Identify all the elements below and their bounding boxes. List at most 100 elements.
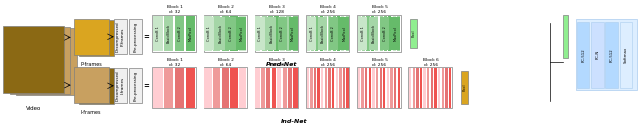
FancyBboxPatch shape <box>152 67 196 108</box>
FancyBboxPatch shape <box>339 68 342 108</box>
FancyBboxPatch shape <box>324 16 327 51</box>
Text: MaxPool: MaxPool <box>342 26 346 41</box>
FancyBboxPatch shape <box>620 22 632 88</box>
FancyBboxPatch shape <box>114 19 127 54</box>
FancyBboxPatch shape <box>255 15 298 52</box>
FancyBboxPatch shape <box>129 19 142 54</box>
FancyBboxPatch shape <box>358 16 361 51</box>
Text: Pred-Net: Pred-Net <box>266 62 298 67</box>
FancyBboxPatch shape <box>262 16 266 51</box>
FancyBboxPatch shape <box>367 16 369 51</box>
FancyBboxPatch shape <box>410 19 417 48</box>
Text: =: = <box>143 83 149 89</box>
FancyBboxPatch shape <box>324 68 327 108</box>
FancyBboxPatch shape <box>256 17 265 50</box>
FancyBboxPatch shape <box>445 68 447 108</box>
Text: Block 4
d: 256: Block 4 d: 256 <box>321 5 336 14</box>
FancyBboxPatch shape <box>316 16 318 51</box>
FancyBboxPatch shape <box>255 67 298 108</box>
FancyBboxPatch shape <box>321 68 323 108</box>
FancyBboxPatch shape <box>420 68 422 108</box>
FancyBboxPatch shape <box>153 16 163 51</box>
Text: MaxPool: MaxPool <box>189 26 193 41</box>
FancyBboxPatch shape <box>221 16 229 51</box>
Text: BasicBlock: BasicBlock <box>269 24 273 43</box>
Text: Softmax: Softmax <box>623 47 628 63</box>
FancyBboxPatch shape <box>438 68 440 108</box>
FancyBboxPatch shape <box>358 68 360 108</box>
FancyBboxPatch shape <box>427 68 429 108</box>
Text: Pool: Pool <box>463 84 467 91</box>
FancyBboxPatch shape <box>442 68 444 108</box>
FancyBboxPatch shape <box>397 68 400 108</box>
Text: Video: Video <box>26 106 41 111</box>
FancyBboxPatch shape <box>204 16 212 51</box>
Text: ConvB 1: ConvB 1 <box>259 26 262 41</box>
FancyBboxPatch shape <box>239 68 246 108</box>
FancyBboxPatch shape <box>408 67 452 108</box>
FancyBboxPatch shape <box>164 16 173 51</box>
FancyBboxPatch shape <box>261 68 265 108</box>
FancyBboxPatch shape <box>332 68 334 108</box>
FancyBboxPatch shape <box>340 17 349 50</box>
Text: BasicBlock: BasicBlock <box>321 24 324 43</box>
FancyBboxPatch shape <box>16 28 77 95</box>
FancyBboxPatch shape <box>383 68 385 108</box>
FancyBboxPatch shape <box>268 16 273 51</box>
FancyBboxPatch shape <box>346 16 349 51</box>
FancyBboxPatch shape <box>392 16 396 51</box>
FancyBboxPatch shape <box>461 71 468 104</box>
FancyBboxPatch shape <box>357 15 401 52</box>
Text: BasicBlock: BasicBlock <box>372 24 376 43</box>
FancyBboxPatch shape <box>577 22 589 88</box>
FancyBboxPatch shape <box>293 68 298 108</box>
FancyBboxPatch shape <box>337 16 340 51</box>
Text: Pre-processing: Pre-processing <box>134 22 138 52</box>
Text: Pre-processing: Pre-processing <box>134 71 138 101</box>
FancyBboxPatch shape <box>255 16 260 51</box>
Text: Block 6
d: 256: Block 6 d: 256 <box>423 58 438 67</box>
Text: Block 3
d: 128: Block 3 d: 128 <box>269 5 285 14</box>
FancyBboxPatch shape <box>186 16 195 51</box>
FancyBboxPatch shape <box>164 17 173 50</box>
FancyBboxPatch shape <box>278 17 287 50</box>
FancyBboxPatch shape <box>255 68 260 108</box>
Text: Block 5
d: 256: Block 5 d: 256 <box>372 58 388 67</box>
Text: ConvB 2: ConvB 2 <box>383 26 387 41</box>
FancyBboxPatch shape <box>341 16 344 51</box>
FancyBboxPatch shape <box>409 68 412 108</box>
Text: FC-512: FC-512 <box>581 48 586 62</box>
FancyBboxPatch shape <box>435 68 436 108</box>
FancyBboxPatch shape <box>380 68 382 108</box>
Text: ConvB 2: ConvB 2 <box>229 26 233 41</box>
FancyBboxPatch shape <box>205 17 214 50</box>
FancyBboxPatch shape <box>391 17 400 50</box>
Text: FC-N: FC-N <box>595 50 600 59</box>
FancyBboxPatch shape <box>175 16 184 51</box>
FancyBboxPatch shape <box>318 17 327 50</box>
Text: ConvB 1: ConvB 1 <box>361 26 365 41</box>
Text: Ind-Net: Ind-Net <box>281 119 308 124</box>
Text: MaxPool: MaxPool <box>291 26 295 41</box>
FancyBboxPatch shape <box>227 17 236 50</box>
Text: ConvB 2: ConvB 2 <box>280 26 284 41</box>
FancyBboxPatch shape <box>375 16 378 51</box>
Text: Decompressed
P-frames: Decompressed P-frames <box>116 21 125 52</box>
FancyBboxPatch shape <box>369 68 371 108</box>
FancyBboxPatch shape <box>388 16 391 51</box>
FancyBboxPatch shape <box>239 16 246 51</box>
FancyBboxPatch shape <box>380 17 389 50</box>
Text: P-frames: P-frames <box>80 62 102 67</box>
FancyBboxPatch shape <box>79 68 114 104</box>
Text: Block 2
d: 64: Block 2 d: 64 <box>218 5 234 14</box>
Text: I-frames: I-frames <box>81 110 101 115</box>
FancyBboxPatch shape <box>449 68 451 108</box>
FancyBboxPatch shape <box>288 68 292 108</box>
FancyBboxPatch shape <box>380 16 383 51</box>
FancyBboxPatch shape <box>186 68 195 108</box>
FancyBboxPatch shape <box>289 17 298 50</box>
FancyBboxPatch shape <box>390 68 393 108</box>
FancyBboxPatch shape <box>563 15 568 58</box>
Text: MaxPool: MaxPool <box>240 26 244 41</box>
FancyBboxPatch shape <box>369 17 378 50</box>
